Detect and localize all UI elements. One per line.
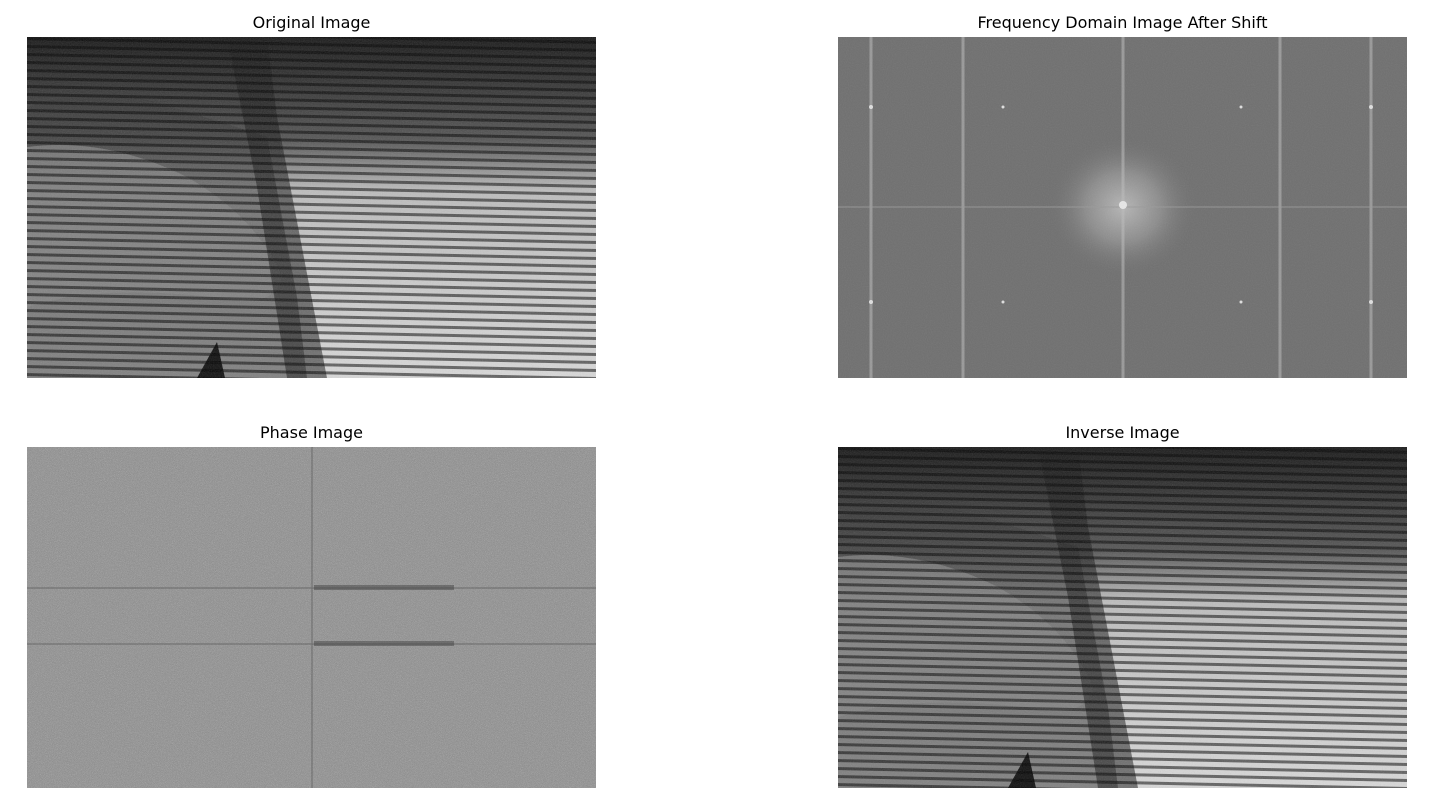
panel-title: Inverse Image: [1065, 423, 1180, 442]
inverse-image: [838, 447, 1407, 788]
panel-title: Frequency Domain Image After Shift: [977, 13, 1268, 32]
panel-frequency-domain: Frequency Domain Image After Shift: [838, 10, 1407, 378]
panel-inverse-image: Inverse Image: [838, 420, 1407, 788]
panel-phase-image: Phase Image: [27, 420, 596, 788]
original-image: [27, 37, 596, 378]
panel-title: Original Image: [252, 13, 371, 32]
phase-image: [27, 447, 596, 788]
panel-title: Phase Image: [260, 423, 363, 442]
panel-original-image: Original Image: [27, 10, 596, 378]
frequency-spectrum-image: [838, 37, 1407, 378]
